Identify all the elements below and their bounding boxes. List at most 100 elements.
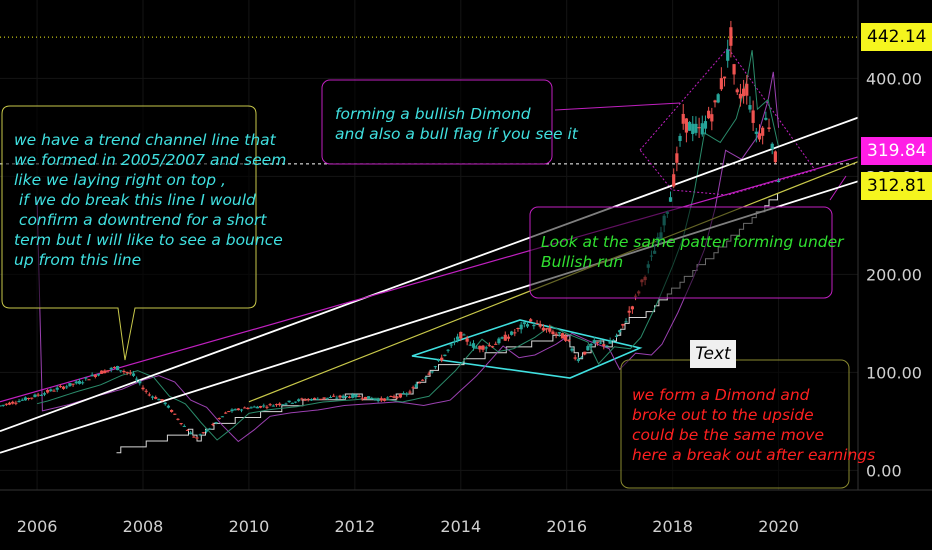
candle-body-118: [373, 398, 377, 400]
candle-body-78: [246, 407, 250, 409]
candle-body-73: [230, 409, 234, 412]
candle-body-169: [535, 323, 539, 325]
callout-box-top[interactable]: [321, 79, 553, 165]
candle-body-40: [125, 371, 129, 373]
candle-body-143: [452, 341, 457, 343]
candle-body-150: [475, 347, 479, 349]
x-tick-label-1: 2008: [123, 517, 164, 536]
annotation-trend-channel: we have a trend channel line that we for…: [14, 131, 287, 269]
candle-body-172: [544, 328, 549, 330]
candle-body-191: [605, 345, 609, 347]
candle-body-26: [81, 382, 85, 384]
text-tool-label[interactable]: Text: [690, 340, 736, 368]
candle-body-69: [217, 418, 221, 420]
candle-body-159: [503, 334, 507, 341]
candle-body-63: [198, 434, 202, 436]
candle-body-87: [274, 404, 279, 406]
candle-body-94: [297, 399, 301, 402]
candle-body-214: [678, 135, 682, 142]
candle-body-171: [541, 327, 545, 331]
candle-body-161: [510, 331, 514, 335]
candle-body-228: [722, 76, 727, 79]
candle-body-34: [106, 370, 110, 372]
candle-body-56: [176, 418, 180, 420]
candle-body-28: [87, 379, 91, 381]
candle-body-122: [386, 397, 390, 399]
candle-body-167: [529, 319, 533, 322]
candle-body-189: [599, 342, 603, 344]
candle-body-92: [290, 402, 294, 404]
callout-box-left[interactable]: [1, 105, 257, 361]
candle-body-235: [745, 83, 749, 96]
candle-body-226: [716, 94, 720, 103]
candle-body-91: [287, 400, 291, 403]
candle-body-225: [713, 100, 717, 103]
candle-body-36: [112, 367, 116, 369]
candle-body-242: [767, 127, 771, 130]
candle-body-74: [233, 409, 237, 411]
candle-body-31: [96, 374, 101, 376]
candle-body-103: [325, 397, 329, 399]
x-axis-ticks: 2006 2008 2010 2012 2014 2016 2018 2020: [17, 517, 799, 536]
trend-line-0: [0, 116, 859, 433]
candle-body-9: [27, 397, 31, 399]
candle-body-107: [338, 395, 342, 398]
candle-body-77: [243, 407, 247, 409]
candle-body-68: [214, 422, 218, 424]
candle-body-13: [39, 394, 43, 396]
candle-body-41: [128, 372, 132, 374]
candle-body-221: [700, 123, 704, 135]
candle-body-223: [707, 110, 711, 119]
candle-body-134: [424, 377, 428, 379]
candle-body-81: [255, 406, 259, 409]
candle-body-76: [239, 409, 244, 411]
candle-body-234: [742, 88, 746, 97]
candle-body-12: [36, 394, 40, 396]
candle-body-218: [691, 123, 695, 135]
candle-body-178: [564, 335, 568, 341]
candle-body-188: [595, 342, 600, 344]
candle-body-60: [189, 432, 193, 435]
candle-body-42: [131, 373, 136, 376]
candle-body-102: [322, 397, 326, 399]
candle-body-162: [513, 332, 517, 334]
candle-body-240: [761, 127, 765, 136]
candle-body-184: [583, 351, 587, 355]
candle-body-128: [405, 393, 409, 395]
candle-body-30: [93, 374, 97, 377]
candle-body-198: [627, 310, 631, 313]
candle-body-61: [192, 436, 196, 438]
callout-boxes: [1, 79, 850, 489]
candle-body-179: [567, 339, 571, 341]
diamond-pattern-large[interactable]: [639, 47, 816, 196]
candle-body-146: [462, 334, 466, 336]
candle-body-125: [395, 396, 399, 398]
candle-body-96: [303, 399, 307, 401]
diamond-pattern-small[interactable]: [411, 319, 643, 379]
candle-body-82: [258, 406, 263, 408]
candle-body-83: [262, 405, 266, 407]
candle-body-197: [624, 321, 628, 323]
candle-body-124: [392, 396, 396, 398]
candle-body-105: [332, 395, 336, 397]
candle-body-241: [764, 117, 768, 120]
candle-body-100: [316, 398, 320, 401]
candle-body-98: [309, 399, 314, 401]
candle-body-104: [328, 396, 333, 398]
callout-box-middle[interactable]: [529, 206, 833, 299]
candle-body-117: [370, 398, 374, 400]
candle-body-11: [33, 394, 37, 398]
candle-body-155: [490, 346, 495, 348]
candle-body-237: [751, 110, 755, 123]
candle-body-131: [414, 384, 418, 388]
candle-body-192: [608, 341, 612, 344]
candle-body-52: [163, 402, 167, 405]
candle-body-93: [293, 401, 298, 403]
candle-body-72: [227, 411, 231, 413]
candle-body-22: [68, 383, 72, 387]
candle-body-4: [11, 401, 15, 404]
candle-body-245: [776, 180, 781, 183]
candle-body-141: [446, 349, 450, 351]
